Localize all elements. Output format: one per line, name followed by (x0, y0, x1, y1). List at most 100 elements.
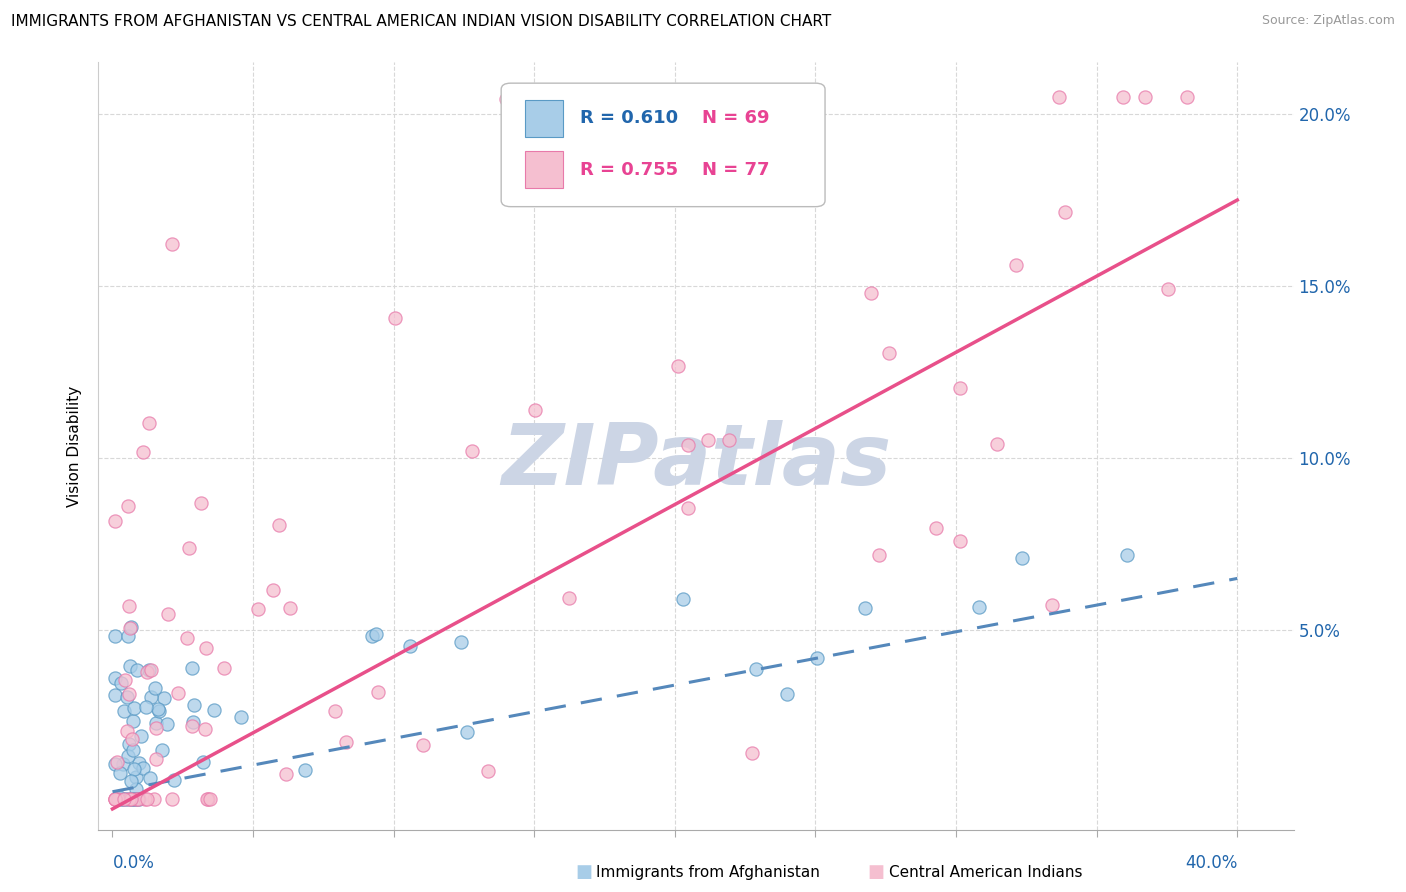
Point (294, 764, 316, 778)
Point (1112, 90, 1135, 104)
Point (557, 591, 579, 606)
Point (157, 607, 180, 621)
Point (139, 663, 162, 677)
Point (108, 790, 131, 805)
FancyBboxPatch shape (501, 83, 825, 207)
Point (495, 92, 517, 106)
Point (135, 700, 157, 714)
Point (717, 433, 740, 447)
Point (1175, 90, 1198, 104)
Text: R = 0.755: R = 0.755 (581, 161, 678, 178)
Point (145, 721, 167, 735)
Point (150, 743, 173, 757)
Point (115, 724, 138, 739)
Point (112, 791, 135, 805)
Point (121, 791, 143, 805)
Point (138, 663, 160, 677)
Point (136, 791, 159, 805)
Point (524, 403, 547, 417)
Point (412, 738, 434, 752)
Point (120, 659, 142, 673)
Point (678, 500, 700, 515)
Point (104, 671, 127, 685)
Point (148, 704, 170, 718)
Point (231, 709, 253, 723)
Point (853, 600, 876, 615)
Point (183, 714, 205, 729)
Point (697, 433, 720, 447)
Point (117, 499, 139, 513)
Text: N = 77: N = 77 (702, 161, 769, 178)
Point (924, 521, 946, 535)
Point (104, 756, 127, 771)
Point (195, 640, 218, 655)
Point (128, 756, 150, 771)
Y-axis label: Vision Disability: Vision Disability (67, 385, 83, 507)
Point (181, 661, 204, 675)
Point (323, 705, 346, 719)
Point (114, 791, 136, 805)
Point (1040, 598, 1063, 612)
Point (128, 791, 150, 805)
Point (868, 548, 890, 562)
Text: Immigrants from Afghanistan: Immigrants from Afghanistan (596, 865, 820, 880)
Point (367, 685, 389, 699)
Point (967, 599, 990, 614)
Point (152, 691, 174, 706)
Point (145, 752, 167, 766)
Point (120, 791, 142, 805)
Point (110, 791, 132, 805)
Point (125, 770, 148, 784)
Text: 40.0%: 40.0% (1185, 854, 1237, 871)
Point (117, 629, 139, 643)
Point (1005, 258, 1028, 272)
Point (143, 791, 166, 805)
Point (118, 791, 141, 805)
Point (139, 771, 162, 785)
Point (122, 791, 145, 805)
Point (104, 629, 127, 643)
Point (335, 734, 357, 748)
Point (460, 444, 482, 458)
Bar (524, 100, 564, 136)
Point (276, 767, 298, 781)
Point (117, 791, 139, 805)
Point (121, 714, 143, 729)
Point (247, 602, 270, 616)
Point (269, 517, 291, 532)
Point (456, 724, 478, 739)
Point (118, 737, 141, 751)
Point (118, 687, 141, 701)
Text: ■: ■ (868, 863, 884, 881)
Point (361, 628, 384, 642)
Point (104, 688, 127, 702)
Point (775, 687, 797, 701)
Point (124, 791, 146, 805)
Text: IMMIGRANTS FROM AFGHANISTAN VS CENTRAL AMERICAN INDIAN VISION DISABILITY CORRELA: IMMIGRANTS FROM AFGHANISTAN VS CENTRAL A… (11, 14, 831, 29)
Point (105, 755, 128, 769)
Point (118, 621, 141, 635)
Point (262, 583, 284, 598)
Text: 0.0%: 0.0% (112, 854, 155, 871)
Point (860, 285, 883, 300)
Point (124, 762, 146, 776)
Point (112, 756, 135, 771)
Point (146, 702, 169, 716)
Point (195, 791, 218, 805)
Point (132, 761, 155, 775)
Point (104, 791, 127, 805)
Point (160, 791, 183, 805)
Point (180, 719, 202, 733)
Point (1157, 282, 1180, 296)
Point (1116, 549, 1139, 563)
Point (124, 791, 146, 805)
Point (744, 662, 766, 676)
Point (949, 381, 972, 395)
Point (145, 716, 167, 731)
Point (115, 690, 138, 705)
Point (120, 619, 142, 633)
Point (118, 599, 141, 613)
Point (202, 703, 225, 717)
Point (127, 791, 149, 805)
Point (177, 541, 200, 555)
